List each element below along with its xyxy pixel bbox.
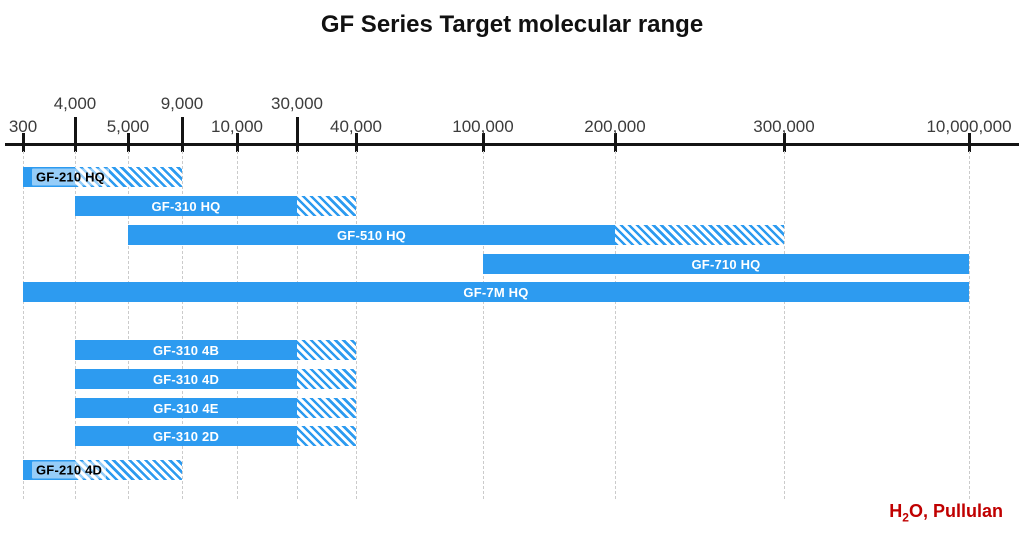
bar-hatch-gf-310-4b (297, 340, 356, 360)
bar-row-gf-210-4d: GF-210 4D (0, 460, 1024, 480)
bar-label-gf-210-4d: GF-210 4D (32, 461, 107, 479)
axis-tick-5-000 (126, 133, 130, 152)
axis-tick-4-000 (73, 117, 77, 152)
axis-tick-9-000 (180, 117, 184, 152)
axis-line (5, 143, 1019, 146)
axis-tick-label-300: 300 (8, 117, 38, 136)
bar-solid-gf-710-hq: GF-710 HQ (483, 254, 969, 274)
bar-solid-gf-310-4e: GF-310 4E (75, 398, 297, 418)
gridline-30-000 (297, 151, 298, 499)
annotation: H2O, Pullulan (889, 501, 1003, 525)
axis-tick-label-10-000: 10,000 (211, 117, 263, 136)
bar-solid-gf-310-4b: GF-310 4B (75, 340, 297, 360)
axis-tick-label-100-000: 100,000 (452, 117, 514, 136)
bar-row-gf-210-hq: GF-210 HQ (0, 167, 1024, 187)
axis-tick-10-000 (235, 133, 239, 152)
bar-label-gf-510-hq: GF-510 HQ (337, 227, 406, 243)
bar-label-gf-310-hq: GF-310 HQ (151, 198, 221, 214)
bar-hatch-gf-310-2d (297, 426, 356, 446)
axis-tick-30-000 (295, 117, 299, 152)
chart-title: GF Series Target molecular range (320, 11, 704, 38)
axis-tick-300-000 (782, 133, 786, 152)
bar-solid-gf-510-hq: GF-510 HQ (128, 225, 615, 245)
bar-row-gf-710-hq: GF-710 HQ (0, 254, 1024, 274)
bar-solid-gf-7m-hq: GF-7M HQ (23, 282, 969, 302)
bar-solid-gf-310-4d: GF-310 4D (75, 369, 297, 389)
bar-label-gf-310-4b: GF-310 4B (152, 342, 220, 358)
axis-tick-100-000 (481, 133, 485, 152)
bar-row-gf-310-4e: GF-310 4E (0, 398, 1024, 418)
bar-row-gf-310-4d: GF-310 4D (0, 369, 1024, 389)
gridline-10-000-000 (969, 151, 970, 499)
gridline-10-000 (237, 151, 238, 499)
axis-tick-label-40-000: 40,000 (330, 117, 382, 136)
axis-tick-label-200-000: 200,000 (584, 117, 646, 136)
annotation-suffix: O, Pullulan (908, 501, 1003, 521)
bar-label-gf-310-2d: GF-310 2D (152, 428, 220, 444)
bar-hatch-gf-310-4d (297, 369, 356, 389)
bar-row-gf-510-hq: GF-510 HQ (0, 225, 1024, 245)
bar-hatch-gf-510-hq (615, 225, 784, 245)
gridline-100-000 (483, 151, 484, 499)
axis-tick-10-000-000 (967, 133, 971, 152)
bar-label-gf-210-hq: GF-210 HQ (32, 168, 109, 186)
bar-label-gf-310-4e: GF-310 4E (153, 400, 219, 416)
axis-tick-label-5-000: 5,000 (106, 117, 150, 136)
bar-row-gf-310-hq: GF-310 HQ (0, 196, 1024, 216)
axis-tick-300 (21, 133, 25, 152)
gridline-9-000 (182, 151, 183, 499)
gridline-4-000 (75, 151, 76, 499)
bar-solid-gf-310-2d: GF-310 2D (75, 426, 297, 446)
bar-label-gf-310-4d: GF-310 4D (152, 371, 220, 387)
axis-tick-label-30-000: 30,000 (271, 94, 323, 113)
bar-label-gf-7m-hq: GF-7M HQ (463, 284, 529, 300)
axis-tick-40-000 (354, 133, 358, 152)
axis-tick-label-300-000: 300,000 (753, 117, 815, 136)
bar-label-gf-710-hq: GF-710 HQ (691, 256, 761, 272)
bar-solid-gf-310-hq: GF-310 HQ (75, 196, 297, 216)
gridline-5-000 (128, 151, 129, 499)
bar-row-gf-310-2d: GF-310 2D (0, 426, 1024, 446)
axis-tick-label-9-000: 9,000 (160, 94, 204, 113)
bar-hatch-gf-310-4e (297, 398, 356, 418)
gridline-300 (23, 151, 24, 499)
annotation-subscript: 2 (902, 510, 909, 525)
annotation-prefix: H (889, 501, 903, 521)
axis-tick-label-4-000: 4,000 (53, 94, 97, 113)
bar-row-gf-310-4b: GF-310 4B (0, 340, 1024, 360)
gridline-300-000 (784, 151, 785, 499)
bar-hatch-gf-310-hq (297, 196, 356, 216)
gridline-40-000 (356, 151, 357, 499)
axis-tick-200-000 (613, 133, 617, 152)
axis-tick-label-10-000-000: 10,000,000 (926, 117, 1012, 136)
gridline-200-000 (615, 151, 616, 499)
bar-row-gf-7m-hq: GF-7M HQ (0, 282, 1024, 302)
